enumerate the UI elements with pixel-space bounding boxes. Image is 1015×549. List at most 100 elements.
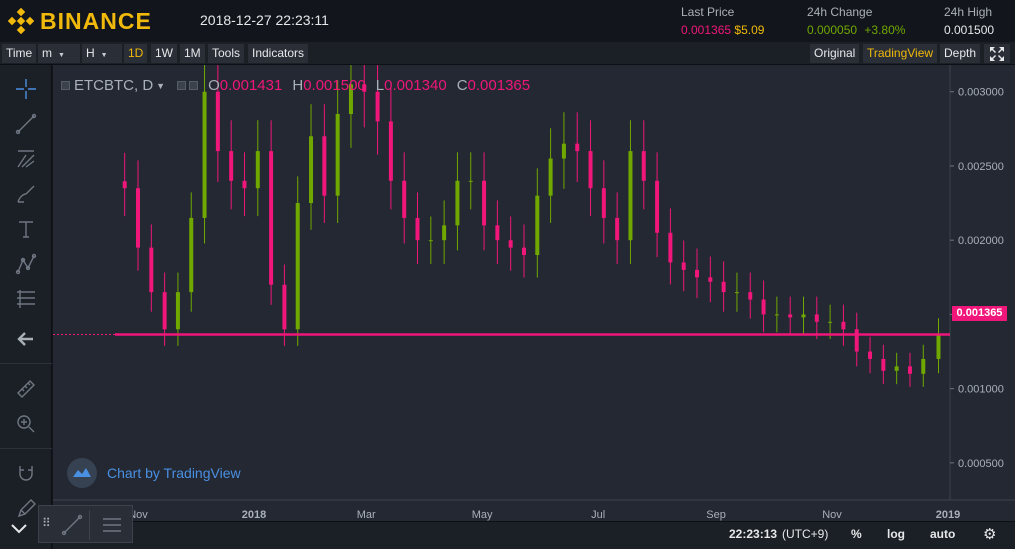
legend-close-icon[interactable] xyxy=(189,81,199,90)
candle-body xyxy=(242,180,247,189)
chart-toolbar: Time m ▼ H ▼ 1D 1W 1M Tools Indicators Ori… xyxy=(0,42,1015,65)
x-tick-label: Nov xyxy=(128,509,148,521)
candle-body xyxy=(162,292,167,330)
pattern-icon xyxy=(15,253,37,275)
hour-interval-label: H xyxy=(86,46,95,60)
binance-logo[interactable]: BINANCE xyxy=(8,8,152,34)
depth-view-button[interactable]: Depth xyxy=(940,44,981,63)
fullscreen-icon xyxy=(990,46,1004,61)
candle-body xyxy=(601,188,606,218)
candle-body xyxy=(615,217,620,241)
change-24h-abs: 0.000050 xyxy=(807,23,858,37)
hour-interval-dropdown[interactable]: H ▼ xyxy=(82,44,122,63)
text-tool[interactable] xyxy=(10,215,42,243)
change-24h-stat: 24h Change 0.000050 +3.80% xyxy=(807,5,905,37)
x-tick-label: 2019 xyxy=(936,509,960,521)
candle-body xyxy=(322,136,327,196)
candle-body xyxy=(175,292,180,330)
candle-body xyxy=(428,240,433,242)
zoom-in-tool[interactable] xyxy=(10,410,42,438)
candle-body xyxy=(269,151,274,285)
pencil-tool[interactable] xyxy=(10,495,42,523)
interval-1w-button[interactable]: 1W xyxy=(151,44,177,63)
symbol-dropdown-icon[interactable]: ▼ xyxy=(156,80,166,91)
trendline-tool[interactable] xyxy=(10,110,42,138)
high-24h-stat: 24h High 0.001500 xyxy=(944,5,994,37)
minute-interval-label: m xyxy=(42,46,52,60)
dropdown-arrow-icon: ▼ xyxy=(100,52,108,59)
candle-body xyxy=(681,262,686,270)
candle-body xyxy=(415,217,420,241)
candle-body xyxy=(468,180,473,182)
time-button[interactable]: Time xyxy=(2,44,37,63)
gear-icon[interactable]: ⚙ xyxy=(983,526,997,543)
last-price-badge: 0.001365 xyxy=(952,306,1007,321)
pitchfork-icon xyxy=(17,150,35,168)
candle-body xyxy=(229,151,234,181)
original-view-button[interactable]: Original xyxy=(810,44,860,63)
candle-body xyxy=(774,314,779,316)
candle-body xyxy=(641,151,646,181)
legend-symbol[interactable]: ETCBTC, D xyxy=(74,77,154,94)
candle-body xyxy=(801,314,806,318)
candle-body xyxy=(521,247,526,256)
percent-scale-button[interactable]: % xyxy=(851,527,862,541)
log-scale-button[interactable]: log xyxy=(887,527,905,541)
candle-body xyxy=(149,247,154,293)
legend-low-label: L xyxy=(375,77,385,94)
crosshair-tool[interactable] xyxy=(10,75,42,103)
last-price-btc: 0.001365 xyxy=(681,23,732,37)
y-tick-label: 0.002000 xyxy=(958,235,1004,247)
candle-body xyxy=(136,188,140,248)
candle-body xyxy=(548,158,553,196)
legend-high-label: H xyxy=(292,77,304,94)
chart-legend: ETCBTC, D ▼ O 0.001431 H 0.001500 L 0.00134… xyxy=(61,77,530,94)
candle-body xyxy=(814,314,819,322)
candle-body xyxy=(761,299,766,315)
candle-body xyxy=(561,143,566,159)
fib-tool[interactable] xyxy=(10,285,42,313)
fullscreen-button[interactable] xyxy=(984,44,1010,63)
auto-scale-button[interactable]: auto xyxy=(930,527,956,541)
favorite-fib-button[interactable] xyxy=(94,510,130,540)
change-24h-label: 24h Change xyxy=(807,5,873,19)
favorite-trendline-button[interactable] xyxy=(54,510,90,540)
tradingview-watermark[interactable]: Chart by TradingView xyxy=(67,458,241,488)
magnet-tool[interactable] xyxy=(10,458,42,486)
tools-button[interactable]: Tools xyxy=(208,44,245,63)
tradingview-view-button[interactable]: TradingView xyxy=(863,44,938,63)
back-tool[interactable] xyxy=(10,325,42,353)
x-tick-label: Nov xyxy=(822,509,842,521)
chart-bottom-bar: 22:23:13 (UTC+9) % log auto ⚙ xyxy=(53,521,1015,549)
timezone-button[interactable]: (UTC+9) xyxy=(782,527,829,541)
legend-settings-icon[interactable] xyxy=(177,81,187,90)
collapse-legend-icon[interactable] xyxy=(61,81,70,90)
pattern-tool[interactable] xyxy=(10,250,42,278)
indicators-button[interactable]: Indicators xyxy=(248,44,309,63)
legend-close-label: C xyxy=(456,77,468,94)
candle-body xyxy=(202,91,207,218)
crosshair-icon xyxy=(16,79,36,99)
drag-handle-icon[interactable]: ⠿ xyxy=(42,516,51,530)
back-arrow-icon xyxy=(17,332,33,346)
brush-tool[interactable] xyxy=(10,180,42,208)
candle-body xyxy=(921,358,926,374)
candle-body xyxy=(854,329,859,352)
candle-body xyxy=(348,84,353,114)
clock-time: 22:23:13 xyxy=(729,527,778,541)
text-icon xyxy=(19,221,33,238)
candle-body xyxy=(748,292,753,300)
pitchfork-tool[interactable] xyxy=(10,145,42,173)
tool-separator xyxy=(0,363,52,364)
last-price-usd: $5.09 xyxy=(734,23,765,37)
interval-1d-button[interactable]: 1D xyxy=(124,44,148,63)
candle-body xyxy=(734,292,739,294)
fib-icon xyxy=(17,290,35,308)
x-tick-label: Jul xyxy=(591,509,605,521)
minute-interval-dropdown[interactable]: m ▼ xyxy=(38,44,80,63)
interval-1m-button[interactable]: 1M xyxy=(180,44,205,63)
price-chart[interactable]: 0.000500 0.001000 0.001500 0.002000 0.002500… xyxy=(53,65,1015,549)
candle-body xyxy=(841,321,846,330)
ruler-tool[interactable] xyxy=(10,375,42,403)
collapse-sidebar-icon[interactable] xyxy=(10,522,28,541)
